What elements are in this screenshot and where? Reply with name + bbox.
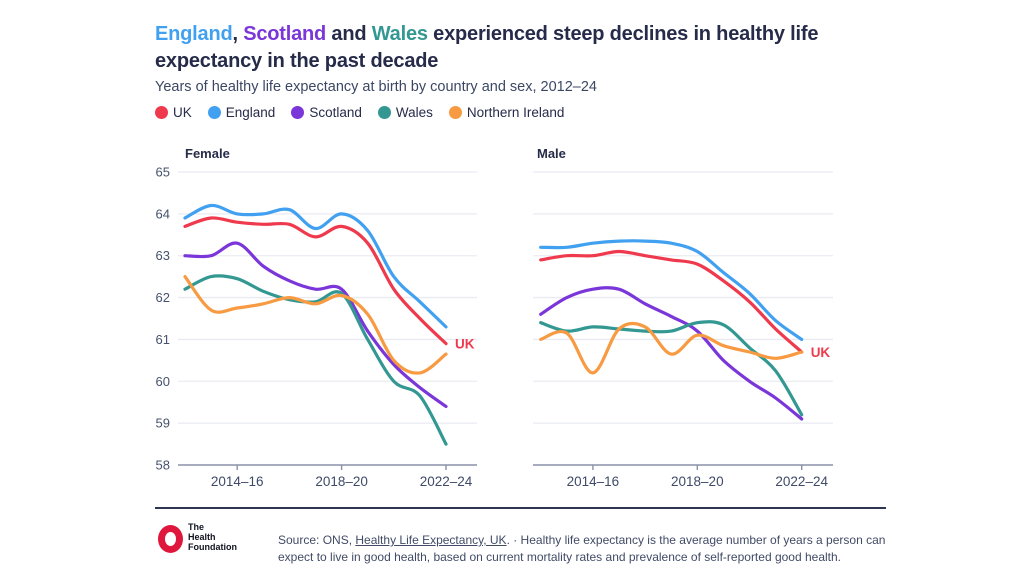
line-england: [183, 203, 448, 329]
line-wales: [183, 274, 448, 446]
panel-title-female: Female: [185, 146, 230, 161]
line-scotland: [183, 241, 448, 408]
y-axis-tick-label: 59: [156, 416, 170, 431]
line-england: [539, 239, 804, 341]
legend-item-wales[interactable]: Wales: [377, 105, 433, 120]
y-axis-tick-label: 62: [156, 290, 170, 305]
y-axis-tick-label: 63: [156, 248, 170, 263]
title-separator-2: and: [326, 23, 372, 46]
health-foundation-logo: The Health Foundation: [158, 519, 268, 559]
title-separator-1: ,: [232, 23, 244, 46]
legend-item-uk[interactable]: UK: [155, 105, 192, 120]
line-chart-female: 65 64 63 62 61 60 59 58 2014–16 2018–20 2022–24 UK: [156, 165, 477, 489]
line-northern-ireland: [539, 321, 804, 375]
legend-item-northern-ireland[interactable]: Northern Ireland: [448, 105, 565, 120]
legend-label: Scotland: [309, 105, 362, 120]
logo-ring-icon: [158, 525, 183, 553]
y-axis-tick-label: 60: [156, 374, 170, 389]
source-note: Source: ONS, Healthy Life Expectancy, UK…: [278, 532, 890, 565]
x-axis-tick-label: 2014–16: [567, 474, 620, 489]
y-axis-tick-label: 64: [156, 206, 170, 221]
logo-wordmark: The Health Foundation: [188, 522, 237, 552]
line-scotland: [539, 286, 804, 421]
x-axis-tick-label: 2018–20: [671, 474, 724, 489]
footer-divider: [155, 507, 886, 509]
title-highlight-wales: Wales: [371, 23, 428, 46]
legend-swatch-icon: [155, 106, 168, 119]
x-axis-tick-label: 2018–20: [315, 474, 368, 489]
legend-label: Northern Ireland: [466, 105, 565, 120]
x-axis-tick-label: 2022–24: [420, 474, 473, 489]
y-axis-tick-label: 58: [156, 457, 170, 472]
legend-item-scotland[interactable]: Scotland: [291, 105, 362, 120]
source-suffix: . · Healthy life expectancy is the avera…: [278, 533, 886, 564]
chart-title: England, Scotland and Wales experienced …: [155, 21, 905, 75]
line-chart-male: 2014–16 2018–20 2022–24 UK: [533, 171, 833, 489]
legend-label: England: [225, 105, 276, 120]
uk-series-end-label: UK: [455, 337, 475, 352]
legend-swatch-icon: [291, 106, 305, 119]
x-axis-tick-label: 2022–24: [775, 474, 828, 489]
uk-series-end-label: UK: [811, 345, 831, 360]
y-axis-tick-label: 61: [156, 332, 170, 347]
legend-swatch-icon: [448, 106, 462, 119]
title-highlight-england: England: [155, 23, 233, 46]
legend-label: UK: [173, 105, 192, 120]
title-highlight-scotland: Scotland: [243, 23, 327, 46]
chart-subtitle: Years of healthy life expectancy at birt…: [155, 78, 597, 95]
line-uk: [183, 216, 448, 346]
legend-swatch-icon: [207, 106, 221, 119]
source-prefix: Source: ONS,: [278, 533, 356, 547]
line-wales: [539, 320, 804, 417]
x-axis-tick-label: 2014–16: [211, 474, 264, 489]
source-link[interactable]: Healthy Life Expectancy, UK: [355, 533, 507, 547]
line-northern-ireland: [183, 275, 448, 375]
y-axis-tick-label: 65: [156, 165, 170, 180]
legend: UK England Scotland Wales Northern Ireland: [155, 105, 564, 120]
legend-swatch-icon: [377, 106, 391, 119]
legend-label: Wales: [395, 105, 433, 120]
title-rest: experienced steep declines in healthy li…: [155, 23, 819, 73]
legend-item-england[interactable]: England: [207, 105, 276, 120]
line-uk: [539, 249, 804, 354]
panel-title-male: Male: [537, 146, 566, 161]
